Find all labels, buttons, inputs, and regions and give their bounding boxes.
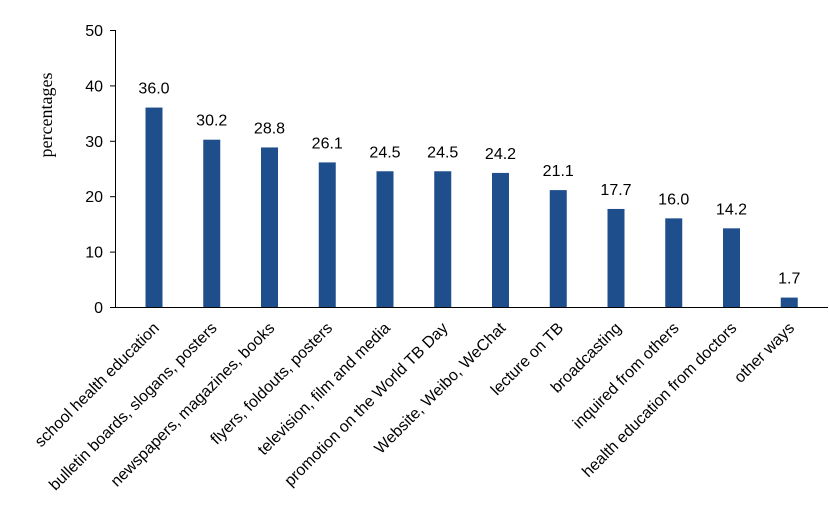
bars-group [145, 107, 798, 307]
bar [607, 208, 625, 307]
data-label: 36.0 [138, 81, 169, 98]
y-tick-label: 10 [85, 245, 103, 262]
bar [665, 218, 683, 307]
data-label: 26.1 [312, 135, 343, 152]
data-label: 24.5 [369, 144, 400, 161]
data-label: 16.0 [658, 191, 689, 208]
category-label: inquired from others [570, 320, 683, 433]
bar [723, 228, 740, 307]
data-labels-group: 36.0 30.2 28.8 26.1 24.5 24.5 24.2 21.1 17.7 16.0… [138, 81, 800, 288]
bar [203, 139, 221, 307]
data-label: 24.2 [485, 146, 516, 163]
y-tick-label: 0 [94, 300, 103, 317]
bar [145, 107, 163, 307]
bar [780, 297, 798, 307]
y-tick-label: 30 [85, 134, 103, 151]
data-label: 24.5 [427, 144, 458, 161]
bar [549, 190, 567, 307]
y-tick-label: 20 [85, 189, 103, 206]
bar [261, 147, 278, 307]
data-label: 30.2 [196, 113, 227, 130]
bar [376, 171, 394, 307]
data-label: 1.7 [778, 271, 800, 288]
data-label: 14.2 [716, 201, 747, 218]
data-label: 28.8 [254, 120, 285, 137]
y-axis: 0 10 20 30 40 50 [85, 23, 115, 317]
bar [492, 172, 509, 307]
y-tick-label: 40 [85, 78, 103, 95]
y-tick-label: 50 [85, 23, 103, 40]
y-axis-title: percentages [36, 73, 56, 158]
category-label: other ways [731, 320, 798, 387]
data-label: 17.7 [600, 182, 631, 199]
bar [318, 162, 336, 307]
bar [434, 171, 452, 307]
data-label: 21.1 [543, 163, 574, 180]
